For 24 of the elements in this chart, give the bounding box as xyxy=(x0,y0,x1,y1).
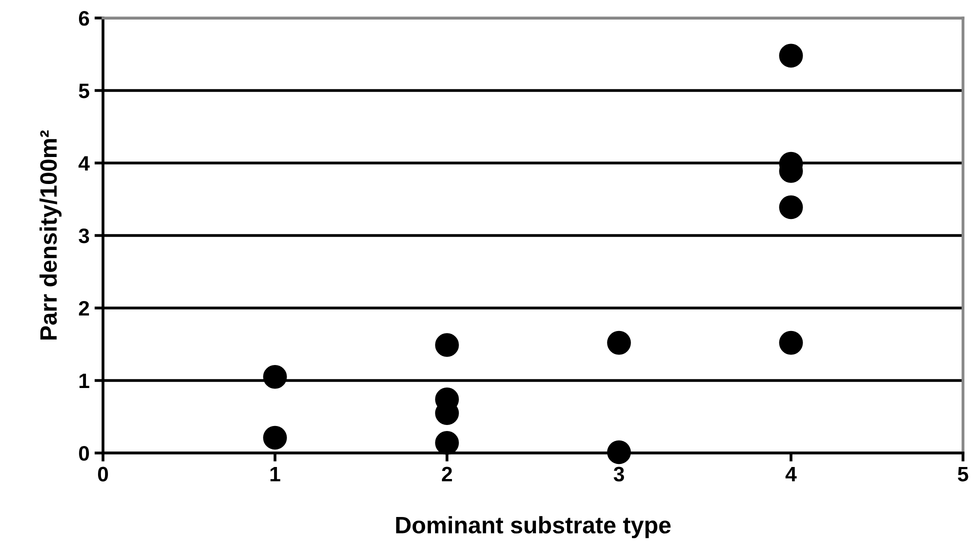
x-axis-title: Dominant substrate type xyxy=(396,516,671,538)
y-tick-label: 5 xyxy=(78,84,90,98)
point xyxy=(607,440,631,464)
y-tick-label: 4 xyxy=(78,156,90,171)
x-tick-label: 0 xyxy=(98,466,108,482)
y-tick-label: 0 xyxy=(79,446,89,461)
point xyxy=(779,44,803,68)
y-tick-label: 2 xyxy=(78,301,89,316)
point xyxy=(263,364,287,389)
x-tick-label: 1 xyxy=(270,466,280,482)
y-tick-label: 1 xyxy=(80,374,90,388)
x-tick-label: 3 xyxy=(614,466,624,482)
point xyxy=(779,330,803,355)
x-tick-label: 2 xyxy=(442,466,452,482)
y-tick-label: 3 xyxy=(78,228,90,244)
point xyxy=(263,426,287,450)
x-tick-label: 5 xyxy=(958,466,968,482)
x-tick-label: 4 xyxy=(786,466,797,482)
y-axis-title: Parr density/100m² xyxy=(40,130,62,340)
point xyxy=(607,330,631,355)
point xyxy=(779,195,803,220)
y-tick-label: 6 xyxy=(78,11,90,26)
point xyxy=(435,430,459,455)
point xyxy=(435,333,459,357)
